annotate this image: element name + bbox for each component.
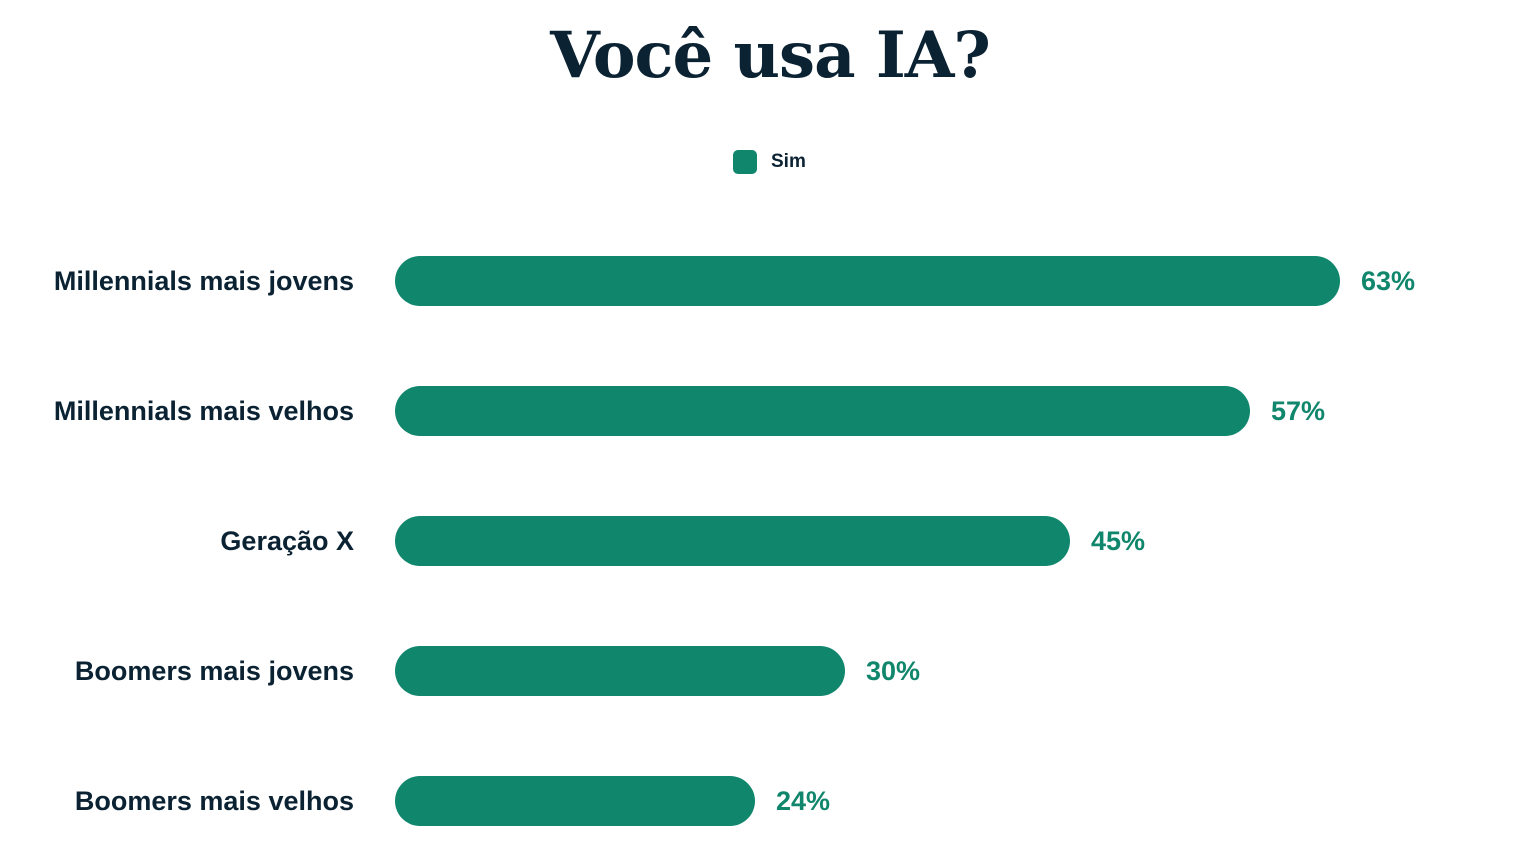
bar [395,776,755,826]
bar [395,516,1070,566]
bar [395,646,845,696]
bar [395,386,1250,436]
legend: Sim [733,150,806,174]
data-label: 30% [866,656,920,686]
bar [395,256,1340,306]
category-label: Millennials mais velhos [54,396,354,426]
data-label: 24% [776,786,830,816]
category-label: Boomers mais jovens [75,656,354,686]
legend-label: Sim [771,151,806,172]
data-label: 45% [1091,526,1145,556]
data-label: 57% [1271,396,1325,426]
chart-title: Você usa IA? [550,18,991,93]
legend-swatch [733,150,757,174]
category-label: Boomers mais velhos [75,786,354,816]
data-label: 63% [1361,266,1415,296]
category-label: Millennials mais jovens [54,266,354,296]
category-label: Geração X [220,526,354,556]
